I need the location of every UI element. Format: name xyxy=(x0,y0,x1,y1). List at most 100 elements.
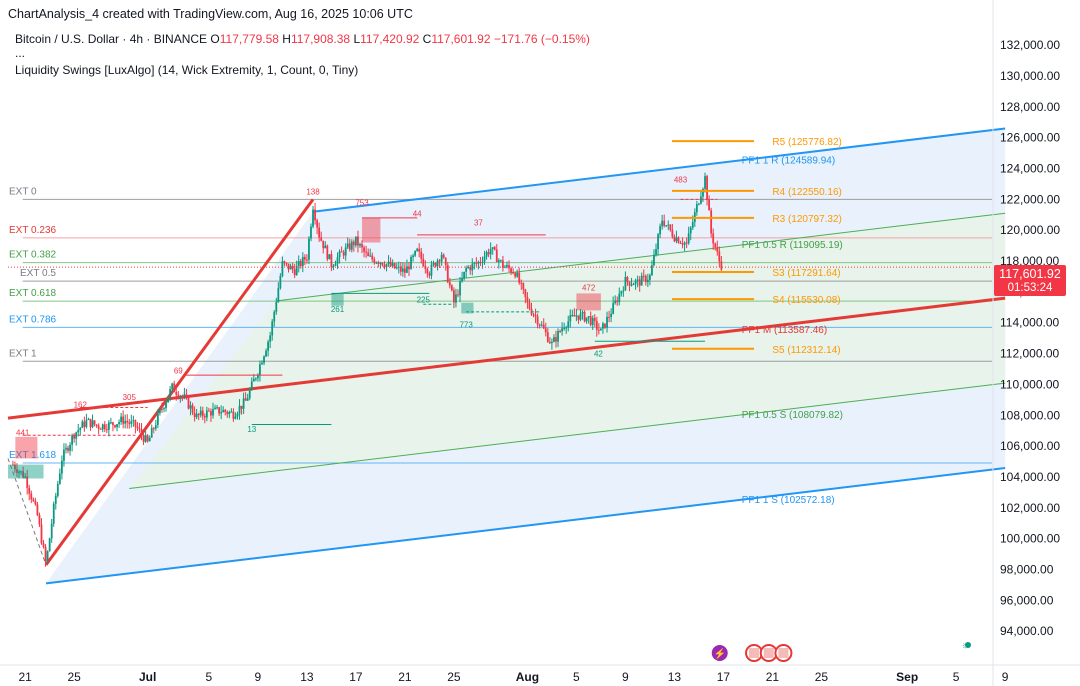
candle-body xyxy=(110,422,112,424)
candle-body xyxy=(122,416,125,424)
candle-body xyxy=(553,337,555,342)
candle-body xyxy=(393,263,396,269)
candle-body xyxy=(218,407,221,414)
candle-body xyxy=(142,435,145,442)
candle-body xyxy=(414,250,417,256)
x-tick-label: 9 xyxy=(622,670,629,684)
sell-liquidity-zone xyxy=(576,293,601,311)
candle-body xyxy=(520,282,523,284)
swing-count-label: 305 xyxy=(123,393,137,402)
y-tick-label: 128,000.00 xyxy=(1000,100,1060,114)
candle-body xyxy=(116,424,118,428)
candle-body xyxy=(563,327,566,329)
candle-body xyxy=(224,409,227,413)
ext-level-label: EXT 1 xyxy=(9,348,37,359)
candle-body xyxy=(46,551,49,562)
candle-body xyxy=(442,254,445,258)
candle-body xyxy=(222,409,225,413)
symbol-legend[interactable]: Bitcoin / U.S. Dollar · 4h · BINANCE O 11… xyxy=(15,32,590,46)
flag-stripes xyxy=(749,648,760,658)
swing-count-label: 472 xyxy=(582,283,596,292)
open-label: O xyxy=(210,32,220,46)
candle-body xyxy=(148,437,151,442)
candle-body xyxy=(171,383,174,390)
last-price-value: 117,601.92 xyxy=(999,267,1061,281)
candle-body xyxy=(649,275,651,280)
swing-count-label: 483 xyxy=(674,175,688,184)
candle-body xyxy=(510,268,512,273)
candle-body xyxy=(365,251,368,253)
candle-body xyxy=(52,503,55,524)
candle-body xyxy=(303,256,306,260)
channel-labels: PF1 1 R (124589.94) PF1 0.5 R (119095.19)… xyxy=(742,155,843,506)
candle-body xyxy=(569,315,572,322)
candle-body xyxy=(444,257,447,266)
candle-body xyxy=(655,249,657,255)
candle-body xyxy=(322,240,325,249)
candle-body xyxy=(638,279,641,286)
candle-body xyxy=(401,268,404,272)
swing-count-label: 753 xyxy=(355,199,369,208)
us-flag-event-icon xyxy=(774,644,793,662)
candle-body xyxy=(391,263,394,267)
pitchfork-lines xyxy=(7,127,1006,585)
candle-body xyxy=(695,204,698,213)
ext-level-label: EXT 0.5 xyxy=(20,268,56,279)
y-tick-label: 130,000.00 xyxy=(1000,69,1060,83)
candle-body xyxy=(177,394,180,398)
x-tick-label: 17 xyxy=(349,670,363,684)
candle-body xyxy=(316,220,319,228)
candle-body xyxy=(242,398,245,409)
y-tick-label: 106,000.00 xyxy=(1000,439,1060,453)
candle-body xyxy=(283,261,286,263)
candle-body xyxy=(524,289,527,298)
symbol-name: Bitcoin / U.S. Dollar · 4h · BINANCE xyxy=(15,32,208,46)
candle-body xyxy=(687,233,690,244)
x-tick-label: 13 xyxy=(668,670,682,684)
candle-body xyxy=(640,275,643,286)
candle-body xyxy=(69,444,71,451)
candle-body xyxy=(73,435,76,439)
candle-body xyxy=(340,251,343,253)
candle-body xyxy=(348,243,351,250)
candle-body xyxy=(567,321,570,328)
candle-body xyxy=(467,267,470,269)
x-tick-label: 5 xyxy=(573,670,580,684)
candle-body xyxy=(657,234,659,250)
candle-body xyxy=(273,311,276,322)
candle-body xyxy=(689,227,692,234)
candle-body xyxy=(265,350,267,357)
candle-body xyxy=(156,413,159,426)
candle-body xyxy=(226,412,229,415)
candle-body xyxy=(630,284,633,286)
low-value: 117,420.92 xyxy=(360,32,420,46)
candle-body xyxy=(538,324,541,326)
candle-body xyxy=(628,281,631,286)
candle-body xyxy=(167,397,169,403)
y-tick-label: 100,000.00 xyxy=(1000,532,1060,546)
candle-body xyxy=(579,313,582,320)
candle-body xyxy=(214,407,216,410)
candle-body xyxy=(406,266,408,273)
candle-body xyxy=(436,260,439,267)
candle-body xyxy=(465,267,468,272)
swing-count-label: 13 xyxy=(247,425,256,434)
candle-body xyxy=(93,420,96,425)
last-price-tag: 117,601.92 01:53:24 xyxy=(994,265,1066,296)
more-legend-dots[interactable]: ... xyxy=(15,46,26,60)
candle-body xyxy=(308,238,310,260)
candle-body xyxy=(571,315,574,317)
indicator-legend[interactable]: Liquidity Swings [LuxAlgo] (14, Wick Ext… xyxy=(15,63,359,77)
candle-body xyxy=(181,396,184,398)
upper-channel-line xyxy=(312,127,1006,213)
candle-body xyxy=(310,226,312,239)
candle-body xyxy=(367,252,370,257)
swing-count-label: 162 xyxy=(74,401,88,410)
candle-body xyxy=(412,255,414,257)
candle-body xyxy=(320,237,323,241)
swing-count-label: 441 xyxy=(16,428,30,437)
candle-body xyxy=(220,412,223,414)
candle-body xyxy=(450,285,453,291)
candle-body xyxy=(659,226,662,235)
